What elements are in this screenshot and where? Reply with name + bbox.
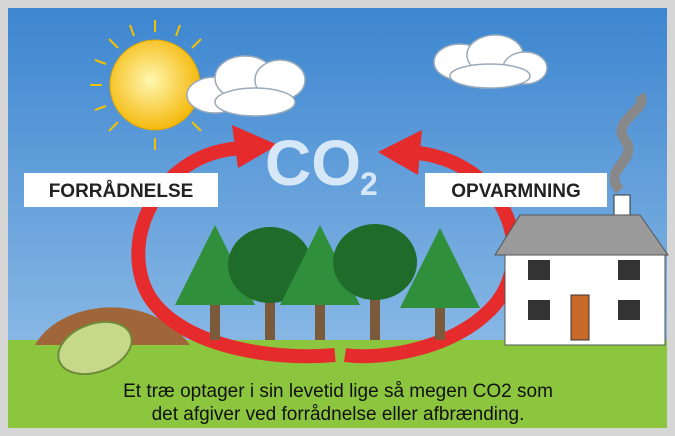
caption-line: Et træ optager i sin levetid lige så meg… — [123, 381, 553, 402]
arrow-head — [378, 130, 422, 175]
label-left: FORRÅDNELSE — [49, 181, 194, 202]
caption-line: det afgiver ved forrådnelse eller afbræn… — [152, 404, 525, 425]
house — [494, 194, 669, 346]
label-box — [24, 173, 218, 207]
smoke — [609, 92, 647, 194]
co-subscript: 2 — [360, 166, 378, 202]
co-label: CO — [265, 127, 361, 199]
label-box — [425, 173, 607, 207]
label-right: OPVARMNING — [451, 181, 580, 202]
cloud — [186, 55, 306, 117]
cloud — [433, 34, 548, 89]
arrow-head — [232, 125, 278, 168]
leaf — [57, 320, 133, 376]
trees — [175, 224, 480, 340]
